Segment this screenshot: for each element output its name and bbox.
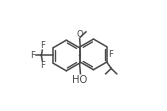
Text: O: O	[76, 30, 83, 39]
Text: HO: HO	[72, 75, 88, 85]
Text: F: F	[40, 61, 45, 70]
Text: F: F	[40, 41, 45, 50]
Text: F: F	[30, 51, 35, 60]
Text: F: F	[108, 50, 113, 59]
